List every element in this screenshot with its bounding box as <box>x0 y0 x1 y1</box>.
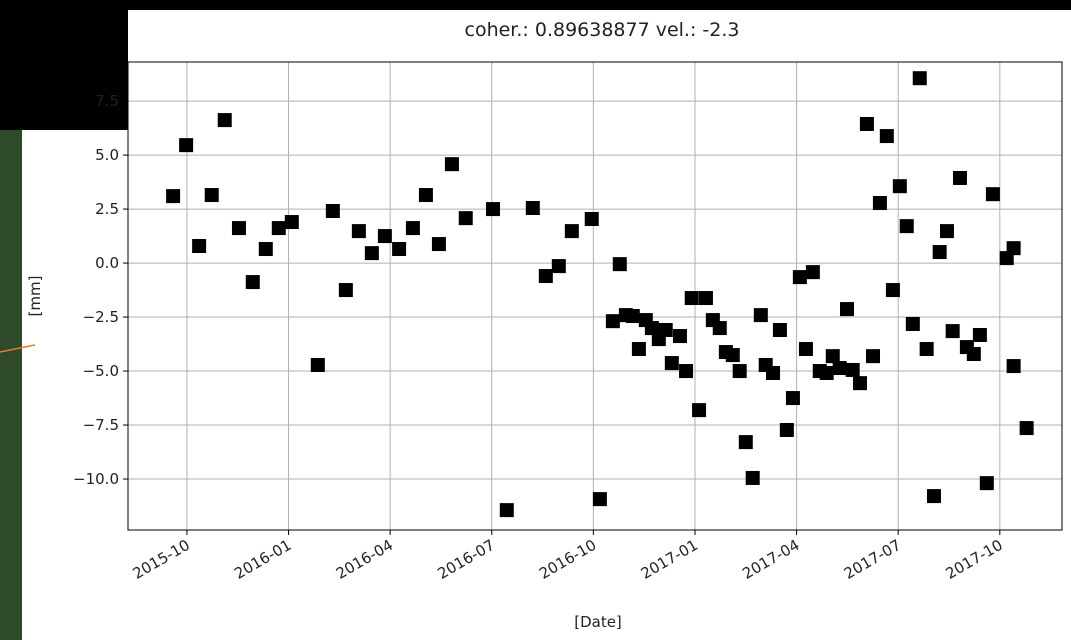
point <box>232 221 246 235</box>
point <box>1007 241 1021 255</box>
point <box>873 196 887 210</box>
point <box>632 342 646 356</box>
point <box>806 265 820 279</box>
point <box>539 269 553 283</box>
point <box>406 221 420 235</box>
point <box>192 239 206 253</box>
point <box>913 71 927 85</box>
point <box>886 283 900 297</box>
point <box>766 366 780 380</box>
window-top <box>0 0 1071 10</box>
point <box>746 471 760 485</box>
point <box>692 403 706 417</box>
point <box>893 179 907 193</box>
point <box>986 187 1000 201</box>
point <box>754 308 768 322</box>
point <box>980 476 994 490</box>
y-tick-label: −10.0 <box>73 470 119 488</box>
point <box>500 503 514 517</box>
point <box>326 204 340 218</box>
point <box>927 489 941 503</box>
point <box>953 171 967 185</box>
point <box>285 215 299 229</box>
point <box>900 219 914 233</box>
point <box>973 328 987 342</box>
y-tick-label: −2.5 <box>83 308 119 326</box>
point <box>860 117 874 131</box>
point <box>205 188 219 202</box>
point <box>967 347 981 361</box>
point <box>526 201 540 215</box>
point <box>659 323 673 337</box>
point <box>166 189 180 203</box>
point <box>820 366 834 380</box>
point <box>906 317 920 331</box>
point <box>799 342 813 356</box>
point <box>259 242 273 256</box>
point <box>1007 359 1021 373</box>
y-tick-label: 5.0 <box>95 146 119 164</box>
point <box>853 376 867 390</box>
point <box>565 224 579 238</box>
point <box>339 283 353 297</box>
point <box>613 257 627 271</box>
point <box>733 364 747 378</box>
point <box>920 342 934 356</box>
point <box>665 356 679 370</box>
point <box>432 237 446 251</box>
point <box>780 423 794 437</box>
point <box>846 363 860 377</box>
point <box>940 224 954 238</box>
point <box>352 224 366 238</box>
point <box>486 202 500 216</box>
point <box>840 302 854 316</box>
point <box>793 270 807 284</box>
y-tick-label: 0.0 <box>95 254 119 272</box>
point <box>833 361 847 375</box>
point <box>585 212 599 226</box>
point <box>445 157 459 171</box>
point <box>739 435 753 449</box>
point <box>272 221 286 235</box>
chart: coher.: 0.89638877 vel.: -2.3 [mm] [Date… <box>0 0 1071 640</box>
point <box>933 245 947 259</box>
point <box>311 358 325 372</box>
point <box>606 314 620 328</box>
y-axis-label: [mm] <box>26 276 44 317</box>
map-background <box>0 130 22 640</box>
chart-title: coher.: 0.89638877 vel.: -2.3 <box>465 19 740 41</box>
point <box>866 349 880 363</box>
point <box>246 275 260 289</box>
point <box>419 188 433 202</box>
point <box>946 324 960 338</box>
point <box>773 323 787 337</box>
y-tick-label: −5.0 <box>83 362 119 380</box>
point <box>552 259 566 273</box>
point <box>179 138 193 152</box>
x-axis-label: [Date] <box>574 613 622 631</box>
point <box>459 211 473 225</box>
point <box>365 246 379 260</box>
point <box>699 291 713 305</box>
point <box>218 113 232 127</box>
point <box>392 242 406 256</box>
y-tick-label: 7.5 <box>95 92 119 110</box>
point <box>685 291 699 305</box>
point <box>713 321 727 335</box>
point <box>626 309 640 323</box>
y-tick-label: 2.5 <box>95 200 119 218</box>
point <box>726 348 740 362</box>
point <box>786 391 800 405</box>
point <box>673 329 687 343</box>
point <box>378 229 392 243</box>
y-tick-label: −7.5 <box>83 416 119 434</box>
point <box>593 492 607 506</box>
point <box>679 364 693 378</box>
point <box>1020 421 1034 435</box>
point <box>880 129 894 143</box>
